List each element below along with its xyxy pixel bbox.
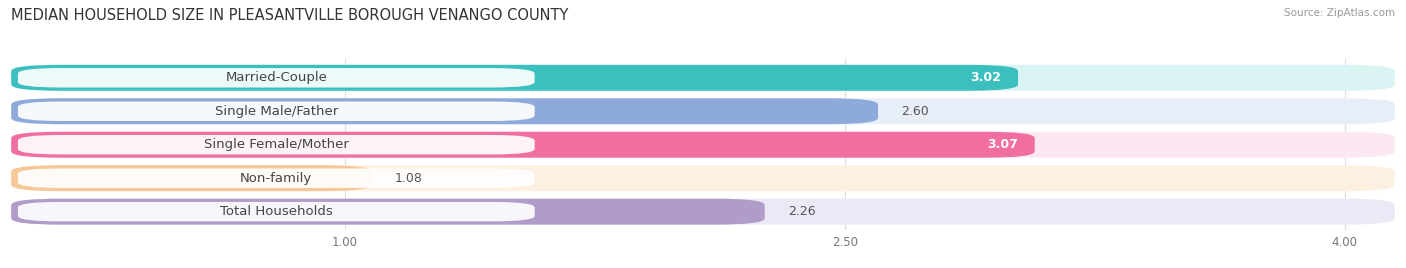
- FancyBboxPatch shape: [18, 202, 534, 221]
- Text: Total Households: Total Households: [219, 205, 333, 218]
- FancyBboxPatch shape: [11, 199, 1395, 225]
- Text: 1.08: 1.08: [395, 172, 423, 185]
- FancyBboxPatch shape: [11, 98, 1395, 124]
- FancyBboxPatch shape: [11, 132, 1035, 158]
- Text: 3.07: 3.07: [987, 138, 1018, 151]
- FancyBboxPatch shape: [11, 165, 1395, 191]
- Text: MEDIAN HOUSEHOLD SIZE IN PLEASANTVILLE BOROUGH VENANGO COUNTY: MEDIAN HOUSEHOLD SIZE IN PLEASANTVILLE B…: [11, 8, 568, 23]
- FancyBboxPatch shape: [18, 135, 534, 154]
- Text: 3.02: 3.02: [970, 71, 1001, 84]
- Text: Non-family: Non-family: [240, 172, 312, 185]
- Text: Single Male/Father: Single Male/Father: [215, 105, 337, 118]
- FancyBboxPatch shape: [18, 169, 534, 188]
- FancyBboxPatch shape: [11, 199, 765, 225]
- Text: 2.60: 2.60: [901, 105, 929, 118]
- Text: Source: ZipAtlas.com: Source: ZipAtlas.com: [1284, 8, 1395, 18]
- Text: 2.26: 2.26: [787, 205, 815, 218]
- Text: Single Female/Mother: Single Female/Mother: [204, 138, 349, 151]
- FancyBboxPatch shape: [11, 65, 1018, 91]
- FancyBboxPatch shape: [18, 68, 534, 88]
- FancyBboxPatch shape: [11, 132, 1395, 158]
- FancyBboxPatch shape: [18, 102, 534, 121]
- Text: Married-Couple: Married-Couple: [225, 71, 328, 84]
- FancyBboxPatch shape: [11, 165, 371, 191]
- FancyBboxPatch shape: [11, 98, 877, 124]
- FancyBboxPatch shape: [11, 65, 1395, 91]
